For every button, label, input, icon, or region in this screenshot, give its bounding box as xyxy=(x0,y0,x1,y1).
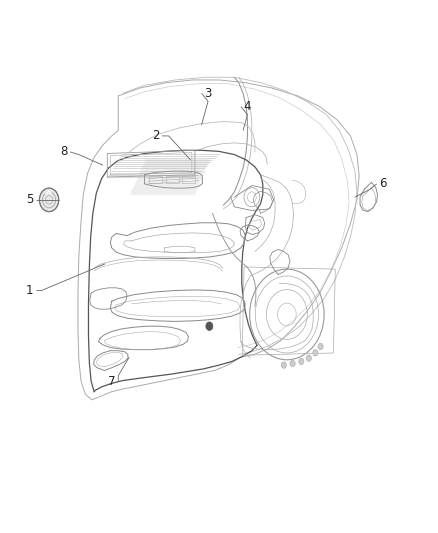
Circle shape xyxy=(318,343,323,350)
Circle shape xyxy=(306,355,311,361)
Text: 5: 5 xyxy=(26,193,33,206)
Circle shape xyxy=(206,322,213,330)
Text: 6: 6 xyxy=(379,177,387,190)
Text: 1: 1 xyxy=(26,284,34,297)
Text: 2: 2 xyxy=(152,130,159,142)
Circle shape xyxy=(39,188,59,212)
Circle shape xyxy=(313,350,318,356)
Circle shape xyxy=(281,362,286,368)
Circle shape xyxy=(299,358,304,365)
Text: 3: 3 xyxy=(205,87,212,100)
Text: 8: 8 xyxy=(60,146,67,158)
Text: 4: 4 xyxy=(244,100,251,113)
Circle shape xyxy=(290,360,295,367)
Text: 7: 7 xyxy=(108,375,116,387)
